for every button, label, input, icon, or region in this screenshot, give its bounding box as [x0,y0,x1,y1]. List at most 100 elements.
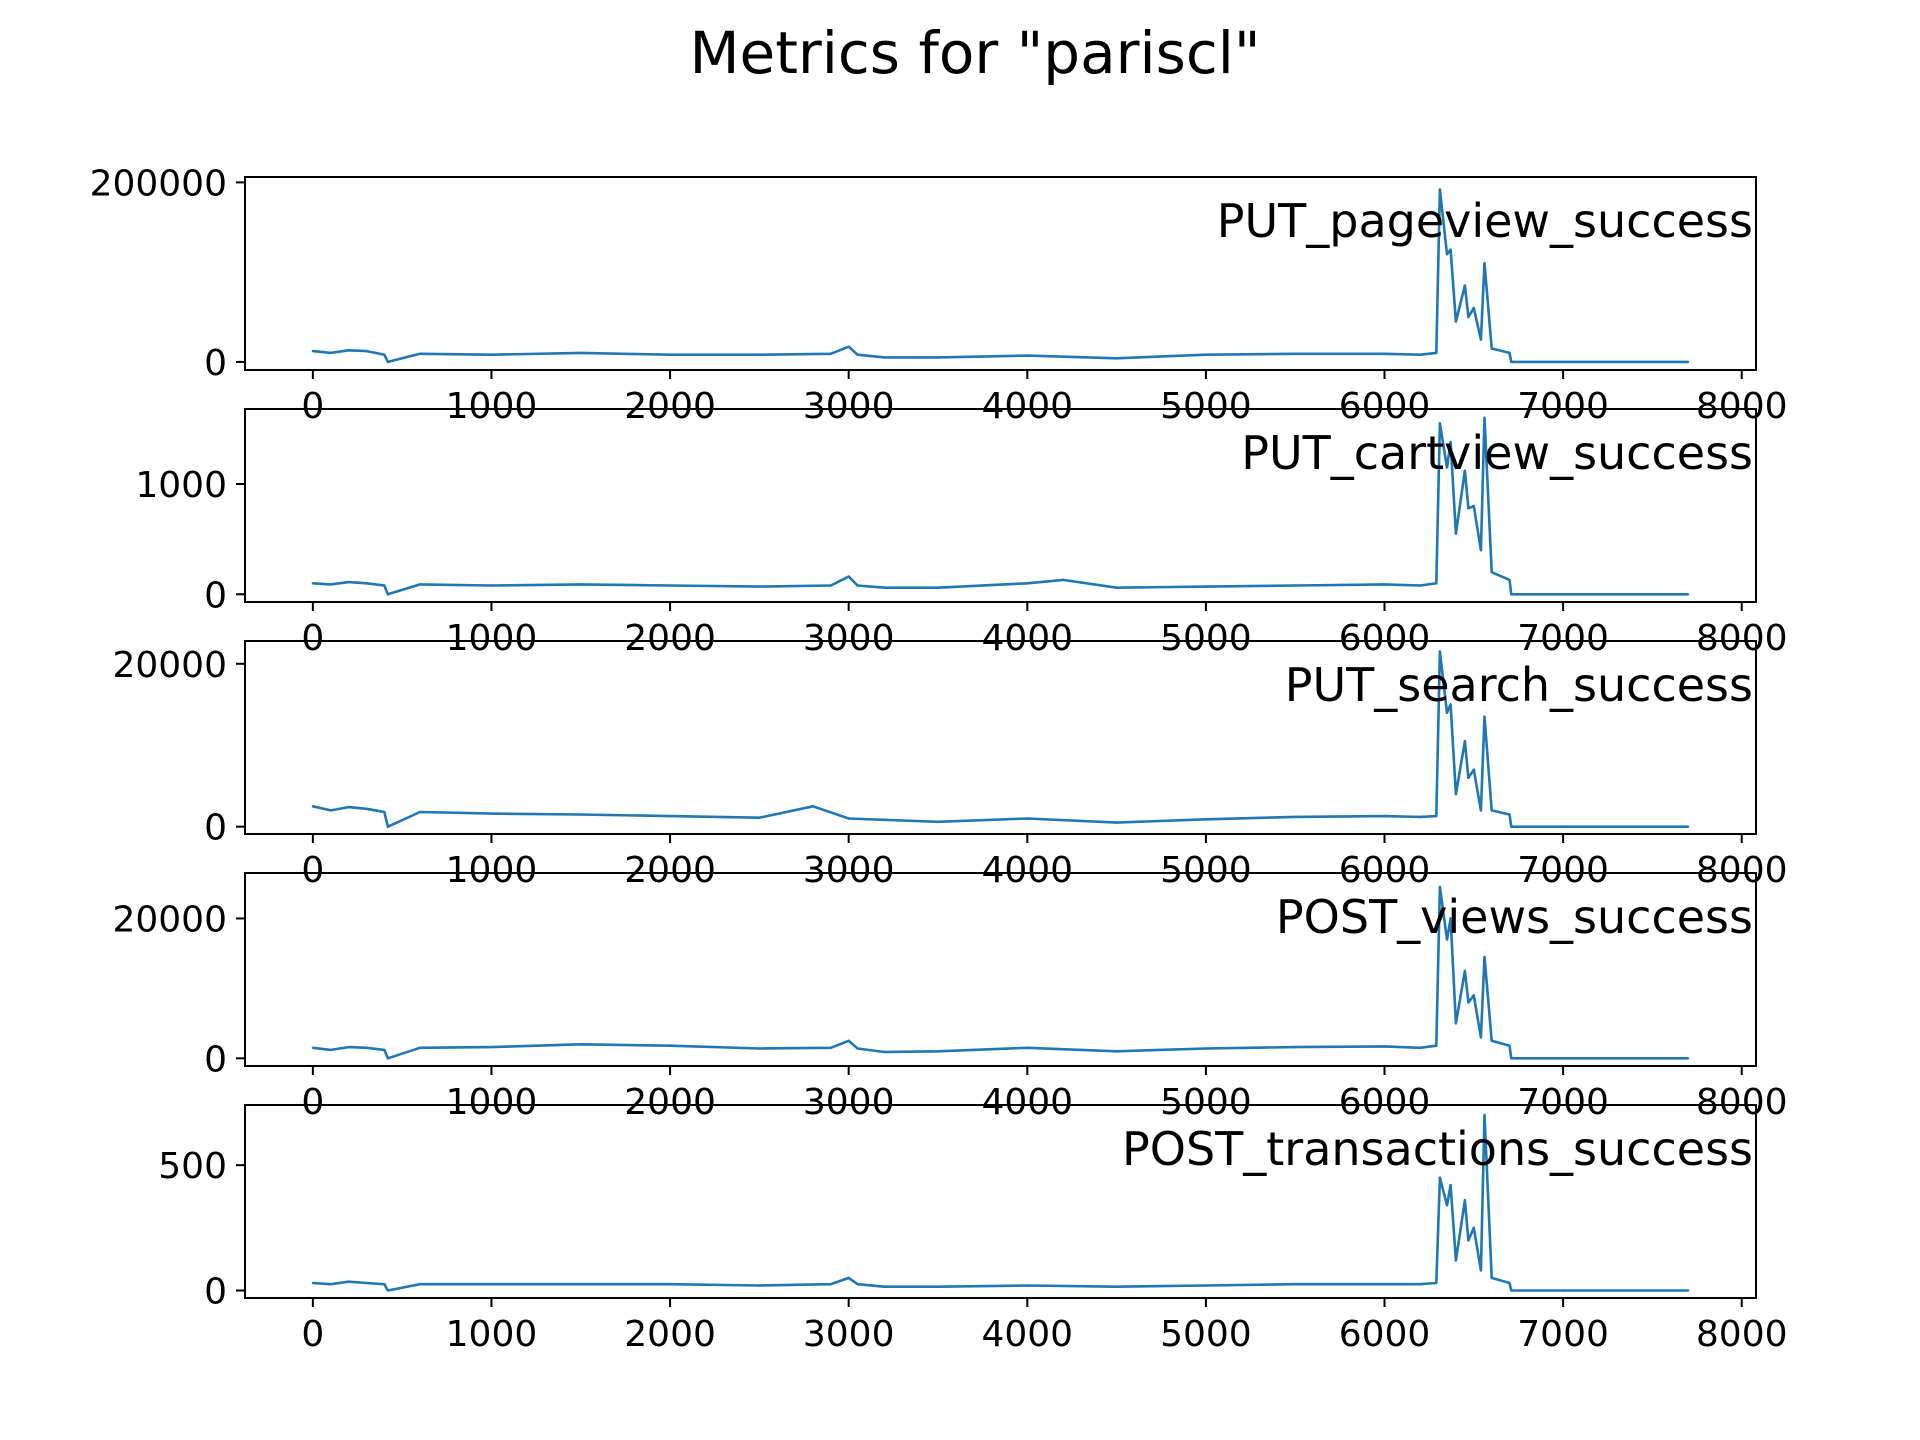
x-tick-label: 2000 [624,850,716,891]
x-tick-label: 1000 [446,618,538,659]
y-tick-label: 1000 [135,465,227,506]
data-point [1445,938,1449,941]
data-point [936,356,940,359]
x-tick-label: 4000 [981,1314,1073,1355]
data-point [365,1046,368,1050]
data-point [1490,1039,1493,1043]
x-tick-label: 0 [301,850,324,891]
subplot-title: POST_views_success [1276,890,1753,944]
x-tick-label: 6000 [1339,1082,1431,1123]
data-point [1472,768,1476,771]
data-point [329,583,332,586]
data-point [383,353,386,356]
data-point [936,820,940,823]
data-point [1115,1050,1118,1053]
y-tick-label: 0 [204,343,227,384]
data-point [758,585,761,588]
data-point [1294,352,1297,355]
data-point [829,584,832,587]
data-point [311,582,315,585]
data-point [1383,583,1386,586]
data-point [386,1289,390,1292]
data-point [1467,1001,1470,1004]
data-point [1479,338,1483,341]
data-point [1383,1283,1386,1286]
y-tick-label: 20000 [112,645,227,686]
subplot-title: POST_transactions_success [1122,1122,1753,1176]
data-point [1204,818,1208,821]
x-tick-label: 8000 [1696,1314,1788,1355]
data-point [829,1046,832,1050]
data-point [1479,1269,1483,1272]
data-point [883,1285,886,1288]
data-point [1483,416,1486,419]
data-point [1479,1036,1483,1039]
data-point [579,1043,582,1046]
data-point [1686,1289,1690,1292]
data-point [490,353,493,356]
x-tick-label: 1000 [446,1314,538,1355]
data-point [883,586,886,589]
data-point [329,351,332,355]
data-point [1204,1047,1208,1050]
data-point [1435,1044,1438,1047]
data-point [1435,351,1438,355]
data-point [1454,1022,1458,1025]
figure-title: Metrics for "pariscl" [689,19,1260,87]
data-point [386,825,390,828]
data-point [758,816,761,819]
data-point [1472,306,1476,310]
data-point [847,345,850,348]
data-point [311,1046,315,1050]
data-point [1383,1045,1386,1048]
subplot-3: 0 1000 2000 3000 4000 5000 6000 7000 8000 0 20000 P… [112,640,1788,891]
data-point [1449,248,1452,251]
subplot-1: 0 1000 2000 3000 4000 5000 6000 7000 8000 0 200000… [90,163,1788,427]
data-point [1508,1044,1511,1047]
data-point [1479,809,1483,812]
data-point [758,1284,761,1287]
data-point [1472,994,1476,997]
data-point [490,584,493,587]
data-point [1510,593,1513,596]
data-point [1686,360,1690,364]
subplot-4: 0 1000 2000 3000 4000 5000 6000 7000 8000 0 20000 P… [112,872,1788,1123]
data-point [1115,1285,1118,1288]
data-point [1419,1046,1422,1050]
data-point [1686,1057,1690,1060]
data-point [418,1046,422,1050]
y-tick-label: 20000 [112,899,227,940]
x-tick-label: 5000 [1160,1082,1252,1123]
axes-frame [244,872,1757,1067]
data-point [847,1276,850,1280]
data-point [1561,825,1565,828]
data-point [311,349,315,353]
x-tick-label: 4000 [981,618,1073,659]
x-tick-label: 8000 [1696,386,1788,427]
subplot-2: 0 1000 2000 3000 4000 5000 6000 7000 8000 0 1000 PU… [135,408,1788,659]
data-point [1472,1226,1476,1230]
data-point [1445,1204,1449,1207]
data-point [1383,352,1386,355]
data-point [1435,582,1438,585]
data-point [383,584,386,587]
data-point [386,1057,390,1060]
data-point [1467,507,1470,510]
data-point [1467,315,1470,319]
x-tick-label: 3000 [803,1314,895,1355]
data-point [1510,1057,1513,1060]
y-tick-label: 0 [204,575,227,616]
data-point [347,349,350,352]
data-point [347,1280,350,1283]
data-point [383,1283,386,1286]
data-point [1026,1046,1029,1050]
data-point [1454,532,1458,535]
data-point [883,356,886,359]
data-point [1026,582,1029,585]
x-tick-label: 1000 [446,386,538,427]
data-point [1508,813,1511,816]
data-point [847,575,850,578]
data-point [1294,815,1297,819]
data-point [365,1281,368,1285]
